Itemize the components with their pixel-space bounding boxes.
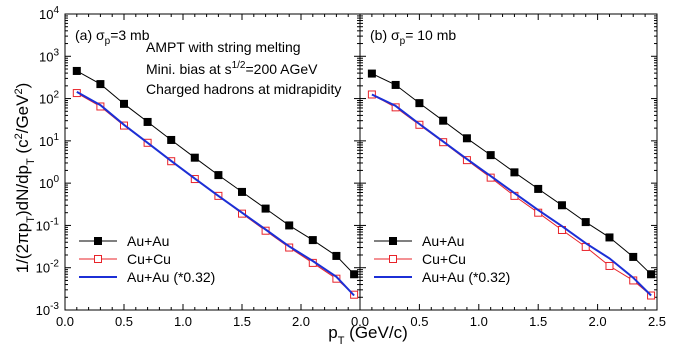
y-tick-label: 103 [39, 47, 59, 64]
data-point-au-au [72, 66, 81, 75]
series-line-au-au-0-32 [371, 93, 652, 297]
y-axis-title: 1/(2πpT)dN/dpT (c2/GeV2) [13, 83, 37, 274]
x-tick-label: 1.0 [470, 314, 488, 329]
data-point-au-au [332, 251, 341, 260]
legend-marker-au-au [389, 237, 397, 245]
panel-b-label: (b) σp= 10 mb [370, 27, 456, 47]
data-point-au-au [605, 233, 614, 242]
x-tick-label: 1.5 [233, 314, 251, 329]
legend-marker-au-au [94, 237, 102, 245]
y-tick-label: 104 [39, 5, 59, 22]
data-point-au-au [167, 135, 176, 144]
panel-a-label: (a) σp=3 mb [75, 27, 150, 47]
legend-label-au-au: Au+Au [127, 233, 169, 249]
legend-label-au-au-0-32: Au+Au (*0.32) [127, 269, 215, 285]
x-tick-label: 0.5 [410, 314, 428, 329]
x-tick-label: 2.0 [292, 314, 310, 329]
legend-marker-cu-cu [94, 255, 102, 263]
data-point-cu-cu [96, 102, 105, 111]
legend-label-au-au: Au+Au [422, 233, 464, 249]
x-axis-title: pT (GeV/c) [328, 323, 408, 345]
data-point-au-au [143, 117, 152, 126]
x-tick-label: 2.0 [589, 314, 607, 329]
annotation-model: AMPT with string melting [146, 39, 301, 55]
data-point-cu-cu [605, 261, 614, 270]
data-point-au-au [96, 80, 105, 89]
y-tick-label: 100 [39, 174, 59, 191]
data-point-au-au [415, 99, 424, 108]
legend-label-au-au-0-32: Au+Au (*0.32) [422, 269, 510, 285]
series-line-au-au-0-32 [76, 91, 355, 297]
x-tick-label: 0.0 [351, 314, 369, 329]
data-point-au-au [581, 218, 590, 227]
data-point-au-au [510, 168, 519, 177]
y-tick-label: 102 [39, 90, 59, 107]
annotation-hadrons: Charged hadrons at midrapidity [146, 81, 341, 97]
data-point-au-au [647, 270, 656, 279]
x-tick-label: 0.5 [115, 314, 133, 329]
data-point-au-au [120, 99, 128, 108]
data-point-cu-cu [332, 274, 341, 283]
data-point-au-au [261, 204, 270, 213]
panel-b-frame [359, 13, 658, 311]
annotation-energy: Mini. bias at s1/2=200 AGeV [146, 60, 318, 77]
data-point-au-au [214, 171, 223, 180]
y-tick-label: 10-2 [36, 259, 60, 276]
data-point-au-au [557, 201, 566, 210]
x-tick-label: 2.5 [648, 314, 666, 329]
panel-b: 0.0 0.5 1.0 1.5 2.0 2.5 (b) σp= 10 mb Au+Au Cu+C… [351, 13, 666, 329]
data-point-au-au [439, 116, 448, 125]
data-point-au-au [190, 153, 199, 162]
data-point-au-au [238, 187, 246, 196]
legend-label-cu-cu: Cu+Cu [422, 251, 466, 267]
data-point-au-au [350, 270, 359, 279]
data-point-au-au [285, 221, 294, 230]
data-point-au-au [367, 69, 376, 78]
x-tick-label: 1.0 [174, 314, 192, 329]
data-point-au-au [391, 80, 400, 89]
y-tick-label: 10-1 [36, 216, 60, 233]
data-point-au-au [308, 236, 317, 245]
legend-label-cu-cu: Cu+Cu [127, 251, 171, 267]
x-tick-label: 0.0 [56, 314, 74, 329]
data-point-au-au [629, 252, 638, 261]
x-tick-label: 1.5 [529, 314, 547, 329]
legend-marker-cu-cu [389, 255, 397, 263]
panel-a: 0.0 0.5 1.0 1.5 2.0 10-3 10-2 10-1 100 101 102 103 1… [36, 5, 361, 329]
y-tick-label: 10-3 [36, 301, 60, 318]
data-point-au-au [486, 151, 495, 160]
y-tick-label: 101 [39, 132, 59, 149]
data-point-au-au [534, 184, 543, 193]
data-point-cu-cu [367, 90, 376, 99]
data-point-au-au [462, 134, 471, 143]
